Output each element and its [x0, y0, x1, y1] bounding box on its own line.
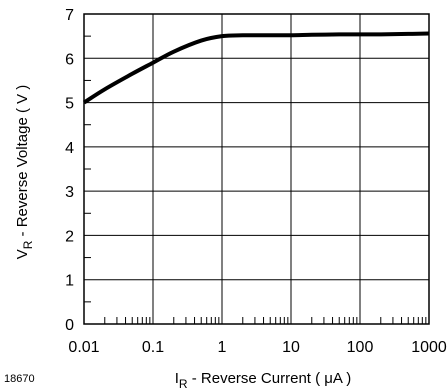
x-axis-title-main: I — [175, 370, 179, 387]
minor-ticks — [84, 35, 427, 324]
x-tick-label: 0.01 — [68, 339, 99, 356]
y-tick-label: 0 — [65, 317, 74, 334]
y-tick-label: 2 — [65, 228, 74, 245]
figure-id: 18670 — [4, 373, 35, 385]
x-axis-title: IR - Reverse Current ( μA ) — [175, 370, 352, 391]
x-axis-title-subscript: R — [179, 377, 188, 391]
y-tick-label: 6 — [65, 51, 74, 68]
y-axis-title-rest: - Reverse Voltage ( V ) — [14, 85, 31, 241]
y-tick-label: 4 — [65, 140, 74, 157]
x-tick-label: 1000 — [411, 339, 447, 356]
y-axis-title-subscript: R — [21, 240, 35, 249]
y-tick-label: 7 — [65, 7, 74, 24]
x-tick-labels: 0.01 0.1 1 10 100 1000 — [68, 339, 446, 356]
grid — [84, 14, 429, 324]
x-axis-title-rest: - Reverse Current ( μA ) — [188, 370, 352, 387]
y-axis-title-main: V — [14, 249, 31, 259]
x-tick-label: 1 — [218, 339, 227, 356]
y-tick-labels: 0 1 2 3 4 5 6 7 — [65, 7, 74, 334]
plot-frame — [83, 13, 430, 325]
y-tick-label: 3 — [65, 184, 74, 201]
x-tick-label: 0.1 — [142, 339, 164, 356]
series-line — [82, 31, 430, 105]
series-layer — [82, 31, 430, 105]
x-tick-label: 100 — [347, 339, 374, 356]
y-tick-label: 5 — [65, 96, 74, 113]
x-tick-label: 10 — [282, 339, 300, 356]
y-axis-title: VR - Reverse Voltage ( V ) — [14, 85, 35, 260]
y-tick-label: 1 — [65, 273, 74, 290]
